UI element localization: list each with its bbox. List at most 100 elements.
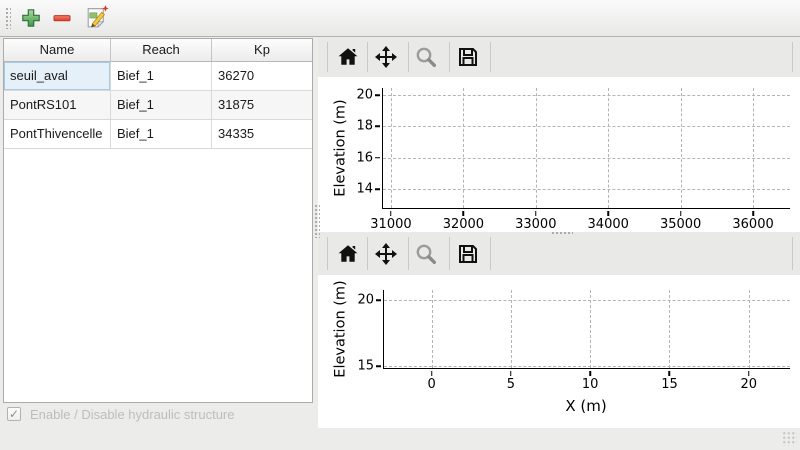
gridline-horizontal — [383, 157, 790, 159]
separator — [449, 237, 450, 270]
y-tick-label: 16 — [356, 150, 373, 166]
x-tick-mark — [679, 211, 682, 216]
gridline-vertical — [608, 88, 610, 208]
save-icon — [456, 45, 480, 69]
gridline-vertical — [463, 88, 465, 208]
pan-icon — [374, 242, 398, 266]
gridline-vertical — [390, 88, 392, 208]
gridline-vertical — [748, 290, 750, 368]
x-tick-label: 20 — [740, 377, 758, 392]
chart1-toolbar — [318, 37, 800, 77]
x-tick-label: 33000 — [515, 217, 557, 232]
window-resize-grip[interactable] — [782, 431, 797, 446]
cell-name-selected[interactable]: seuil_aval — [4, 62, 111, 91]
separator — [408, 42, 409, 72]
y-axis-label: Elevation (m) — [333, 99, 349, 197]
x-tick-mark — [589, 371, 591, 376]
cell-reach[interactable]: Bief_1 — [111, 120, 212, 149]
chart2-ylabel-wrap: Elevation (m) — [320, 274, 362, 384]
cell-reach[interactable]: Bief_1 — [111, 91, 212, 120]
main-toolbar — [0, 0, 800, 37]
y-tick-mark — [375, 94, 380, 96]
separator — [490, 42, 491, 72]
enable-structure-row: ✓ Enable / Disable hydraulic structure — [7, 406, 235, 422]
separator — [792, 237, 793, 270]
x-tick-label: 0 — [427, 377, 436, 392]
remove-structure-button[interactable] — [52, 8, 72, 28]
gridline-vertical — [753, 88, 755, 208]
cell-name[interactable]: PontThivencelle — [4, 120, 111, 149]
cross-section-chart[interactable]: 0 5 10 15 20 15 20 — [357, 290, 790, 392]
y-tick-label: 15 — [357, 358, 374, 374]
x-tick-label: 32000 — [442, 217, 485, 232]
x-tick-mark — [668, 371, 671, 376]
gridline-horizontal — [383, 189, 790, 191]
gridline-vertical — [431, 290, 433, 368]
table-row: PontThivencelle Bief_1 34335 — [4, 120, 312, 149]
cell-kp[interactable]: 34335 — [212, 120, 312, 149]
separator — [490, 237, 491, 270]
separator — [449, 42, 450, 72]
separator — [327, 237, 328, 270]
cell-kp[interactable]: 36270 — [212, 62, 312, 91]
y-tick-mark — [375, 188, 380, 190]
edit-structure-button[interactable] — [83, 4, 110, 31]
y-tick-mark — [376, 365, 381, 367]
toolbar-drag-handle[interactable] — [5, 7, 11, 29]
save-icon — [456, 242, 480, 266]
save-button[interactable] — [456, 242, 480, 266]
pan-button[interactable] — [374, 45, 398, 69]
home-button[interactable] — [336, 45, 360, 69]
cell-kp[interactable]: 31875 — [212, 91, 312, 120]
cell-reach[interactable]: Bief_1 — [111, 62, 212, 91]
zoom-button[interactable] — [414, 242, 438, 266]
save-button[interactable] — [456, 45, 480, 69]
x-tick-mark — [390, 211, 392, 216]
zoom-button[interactable] — [414, 45, 438, 69]
x-tick-mark — [748, 371, 750, 376]
x-tick-mark — [462, 211, 465, 216]
x-axis-label: X (m) — [565, 397, 607, 415]
x-tick-label: 10 — [581, 377, 599, 392]
y-tick-mark — [375, 125, 380, 128]
separator — [792, 42, 793, 72]
cell-name[interactable]: PontRS101 — [4, 91, 111, 120]
x-tick-label: 36000 — [732, 217, 774, 232]
gridline-horizontal — [384, 366, 790, 368]
y-tick-label: 20 — [356, 87, 373, 103]
table-header-row: Name Reach Kp — [4, 39, 312, 62]
y-tick-label: 18 — [356, 118, 373, 134]
minus-icon — [52, 8, 72, 28]
edit-compose-icon — [83, 4, 110, 31]
table-row: PontRS101 Bief_1 31875 — [4, 91, 312, 120]
zoom-icon — [414, 242, 438, 266]
enable-structure-checkbox[interactable]: ✓ — [7, 407, 21, 421]
home-icon — [336, 242, 360, 266]
column-header-name[interactable]: Name — [4, 39, 111, 61]
home-button[interactable] — [336, 242, 360, 266]
x-tick-mark — [535, 211, 537, 216]
charts-panel: Elevation (m) 31000 32000 33000 34000 35000 3… — [318, 37, 800, 428]
plus-icon — [21, 8, 41, 28]
gridline-vertical — [535, 88, 537, 208]
elevation-profile-chart[interactable]: 31000 32000 33000 34000 35000 36000 14 16 18 20 — [356, 88, 790, 232]
x-tick-mark — [430, 371, 433, 376]
splitter-handle-horizontal[interactable] — [551, 231, 573, 236]
column-header-kp[interactable]: Kp — [254, 42, 270, 57]
y-tick-label: 14 — [356, 181, 373, 197]
splitter-handle-vertical[interactable] — [314, 204, 320, 238]
column-header-reach[interactable]: Reach — [111, 39, 212, 61]
zoom-icon — [414, 45, 438, 69]
checkmark-icon: ✓ — [8, 407, 20, 421]
pan-button[interactable] — [374, 242, 398, 266]
enable-structure-label: Enable / Disable hydraulic structure — [30, 406, 235, 422]
home-icon — [336, 45, 360, 69]
gridline-vertical — [590, 290, 592, 368]
table-row: seuil_aval Bief_1 36270 — [4, 62, 312, 91]
y-tick-mark — [375, 157, 380, 159]
separator — [367, 42, 368, 72]
add-structure-button[interactable] — [21, 8, 41, 28]
gridline-horizontal — [383, 95, 790, 97]
x-tick-label: 34000 — [587, 217, 629, 232]
